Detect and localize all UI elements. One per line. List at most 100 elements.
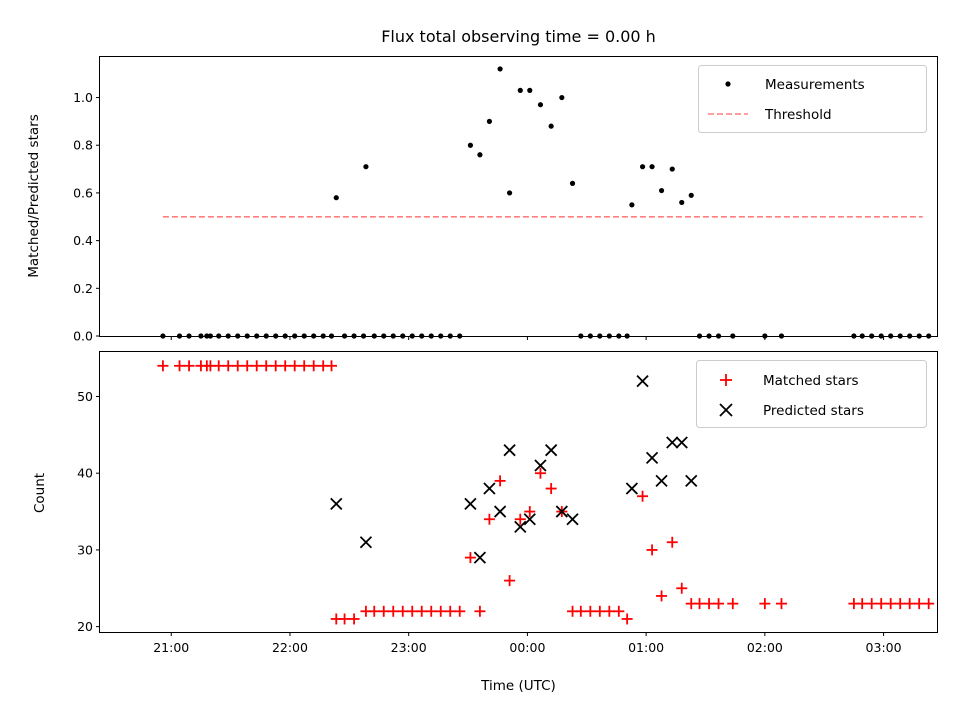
matched-stars-point [378,605,390,617]
predicted-stars-point [503,444,516,457]
matched-stars-point [270,360,282,372]
x-tick-label: 01:00 [628,640,664,655]
measurement-point [537,102,544,108]
matched-stars-point [534,467,546,479]
matched-stars-point [637,490,649,502]
matched-stars-point [416,605,428,617]
matched-stars-point [279,360,291,372]
measurement-point [363,164,369,170]
top-panel-frame [99,56,938,337]
predicted-stars-point [545,444,558,457]
measurement-point [333,195,339,201]
bottom-legend: Matched stars Predicted stars [696,360,927,428]
matched-stars-point [866,598,878,610]
y-tick-label: 20 [77,619,93,634]
predicted-stars-point [359,536,373,549]
matched-stars-point [308,360,320,372]
legend-matched-marker [720,374,732,386]
predicted-stars-point [655,474,668,488]
predicted-stars-point [464,497,477,511]
y-tick-label: 0.0 [73,329,93,344]
matched-stars-point [713,598,725,610]
matched-stars-point [241,360,253,372]
matched-stars-point [621,613,633,625]
y-tick-label: 1.0 [73,90,93,105]
matched-stars-point [474,605,486,617]
matched-stars-point [584,605,596,617]
predicted-stars-point [534,459,547,472]
matched-stars-point [464,552,476,564]
predicted-stars-point [493,505,507,518]
matched-stars-point [676,582,688,594]
chart-title: Flux total observing time = 0.00 h [381,27,656,46]
y-tick-label: 40 [77,466,93,481]
bottom-y-axis-label: Count [32,473,48,513]
matched-stars-point [904,598,916,610]
matched-stars-point [875,598,887,610]
matched-stars-point [397,605,409,617]
x-tick-label: 03:00 [866,640,902,655]
y-tick-label: 0.4 [73,233,93,248]
x-tick-label: 02:00 [747,640,783,655]
matched-stars-point [694,598,706,610]
predicted-stars-point [473,551,487,564]
matched-stars-point [775,598,787,610]
y-tick-label: 50 [77,389,93,404]
measurement-point [497,66,503,72]
measurement-point [639,164,646,170]
legend-measurements-label: Measurements [765,77,865,93]
predicted-stars-point [675,436,688,449]
matched-stars-point [289,360,301,372]
legend-threshold-label: Threshold [764,107,832,123]
predicted-stars-point [645,451,659,464]
predicted-stars-point [523,513,536,526]
matched-stars-point [703,598,715,610]
predicted-stars-point [330,497,343,511]
y-tick-label: 0.8 [73,138,93,153]
y-tick-label: 0.6 [73,185,93,200]
bottom-panel: 20 30 40 50 21:00 22:00 23:00 00:00 01:00 02:00 03… [77,360,935,655]
x-tick-label: 22:00 [272,640,308,655]
matched-stars-point [613,605,625,617]
matched-stars-point [524,506,536,518]
matched-stars-point [183,360,195,372]
matched-stars-point [856,598,868,610]
measurement-point [559,94,565,101]
legend-measurements-marker [725,81,731,87]
x-tick-label: 00:00 [509,640,545,655]
top-y-axis-label: Matched/Predicted stars [26,114,42,277]
matched-stars-point [406,605,418,617]
matched-stars-point [174,360,186,372]
matched-stars-point [894,598,906,610]
matched-stars-point [913,598,925,610]
measurement-point [688,192,694,198]
measurement-point [477,152,483,158]
predicted-stars-point [636,375,649,388]
bottom-panel-frame [99,351,938,633]
matched-stars-point [494,475,506,487]
matched-stars-point [298,360,310,372]
matched-stars-point [425,605,437,617]
predicted-stars-point [685,474,698,488]
predicted-stars-point [514,520,527,534]
matched-stars-point [213,360,225,372]
x-tick-label: 21:00 [153,640,189,655]
matched-stars-point [545,483,557,495]
measurement-point [629,202,635,208]
legend-matched-label: Matched stars [763,373,859,389]
matched-stars-point [339,613,351,625]
predicted-stars-point [483,482,496,495]
matched-stars-point [603,605,615,617]
matched-stars-point [444,605,456,617]
matched-stars-point [575,605,587,617]
measurement-point [569,180,576,186]
measurement-point [658,187,665,194]
legend-predicted-label: Predicted stars [763,403,864,419]
matched-stars-point [454,605,466,617]
matched-stars-point [646,544,658,556]
measurement-point [679,199,685,206]
matched-stars-point [348,613,360,625]
matched-stars-point [666,536,678,548]
matched-stars-point [504,575,516,587]
